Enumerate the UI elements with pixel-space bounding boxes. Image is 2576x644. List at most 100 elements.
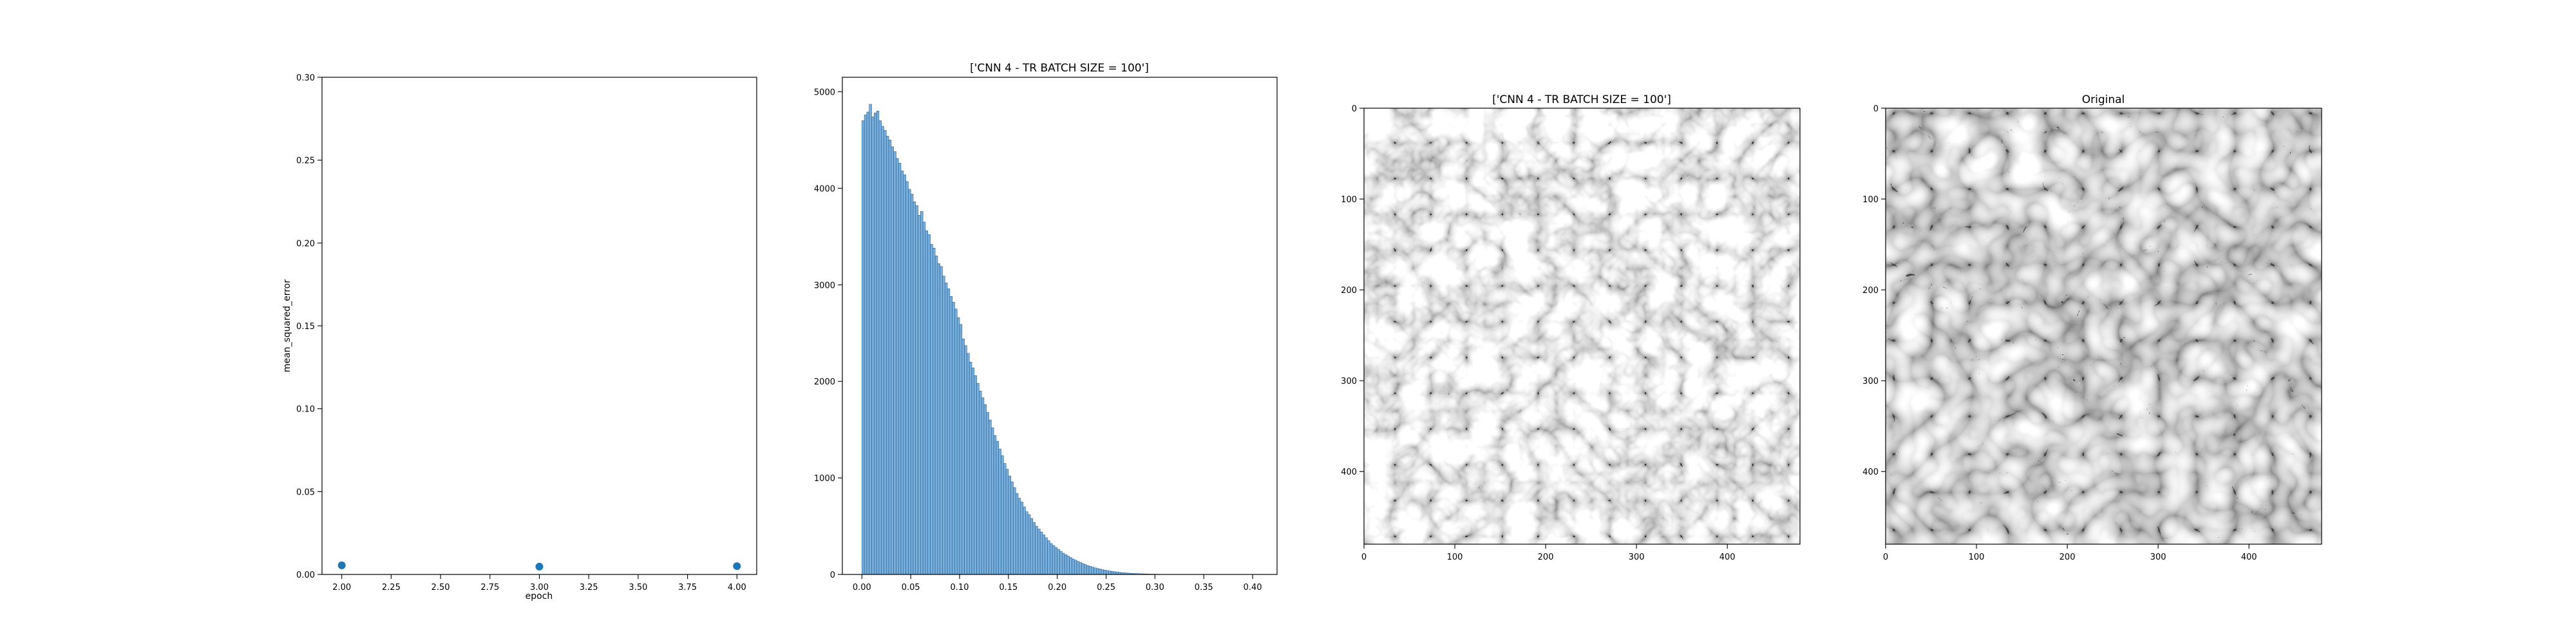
mse-y-ticks: 0.00 0.05 0.10 0.15 0.20 0.25 0.30 — [296, 73, 322, 580]
histogram-y-tick-label: 4000 — [814, 184, 835, 194]
histogram-bar — [986, 412, 989, 575]
histogram-bar — [1059, 551, 1063, 575]
histogram-bar — [1091, 567, 1094, 575]
histogram-bar — [954, 308, 958, 575]
mse-x-axis-label: epoch — [526, 591, 553, 601]
histogram-bar — [925, 231, 929, 575]
histogram-bar — [866, 111, 870, 575]
original-x-tick-label: 100 — [1969, 553, 1985, 562]
histogram-bar — [888, 140, 892, 575]
histogram-bar — [1110, 571, 1114, 575]
histogram-bar — [1050, 543, 1053, 575]
histogram-bar — [998, 448, 1001, 575]
mse-data-point — [733, 562, 741, 571]
histogram-x-tick-label: 0.10 — [951, 583, 969, 592]
histogram-bar — [971, 367, 975, 575]
histogram-bar — [869, 104, 872, 575]
histogram-bar — [1094, 567, 1097, 575]
predicted-granulation-image — [1364, 108, 1800, 544]
histogram-bar — [922, 222, 926, 575]
original-x-tick-label: 200 — [2060, 553, 2076, 562]
histogram-bar — [1039, 531, 1043, 575]
mse-x-tick-label: 4.00 — [728, 583, 746, 592]
mse-y-tick-label: 0.05 — [296, 488, 315, 497]
predicted-y-tick-label: 400 — [1341, 468, 1357, 477]
mse-y-tick-label: 0.15 — [296, 322, 315, 332]
original-granulation-image — [1886, 108, 2322, 544]
histogram-bars — [862, 104, 1168, 575]
histogram-bar — [873, 113, 877, 575]
histogram-bar — [947, 288, 951, 575]
histogram-bar — [934, 256, 938, 575]
predicted-x-tick-label: 100 — [1447, 553, 1463, 562]
histogram-bar — [974, 375, 977, 575]
histogram-y-tick-label: 0 — [830, 571, 835, 580]
histogram-x-tick-label: 0.15 — [999, 583, 1018, 592]
histogram-bar — [1086, 565, 1090, 575]
histogram-bar — [871, 117, 875, 575]
histogram-x-tick-label: 0.40 — [1244, 583, 1262, 592]
histogram-bar — [1045, 537, 1048, 575]
histogram-bar — [1037, 529, 1041, 575]
histogram-x-tick-label: 0.30 — [1146, 583, 1164, 592]
histogram-bar — [961, 338, 965, 575]
histogram-bar — [886, 136, 889, 575]
histogram-frame — [842, 77, 1278, 575]
histogram-y-tick-label: 2000 — [814, 377, 835, 387]
error-histogram-panel: 0.00 0.05 0.10 0.15 0.20 0.25 0.30 0.35 0.40 0 10… — [814, 62, 1278, 592]
histogram-bar — [1066, 556, 1070, 575]
mse-x-tick-label: 3.00 — [530, 583, 549, 592]
histogram-bar — [967, 353, 970, 575]
predicted-y-tick-label: 100 — [1341, 195, 1357, 205]
predicted-image-frame — [1363, 108, 1801, 545]
histogram-bar — [930, 244, 933, 575]
histogram-y-ticks: 0 1000 2000 3000 4000 5000 — [814, 88, 842, 580]
predicted-x-ticks: 0 100 200 300 400 — [1361, 544, 1736, 562]
histogram-bar — [942, 276, 945, 575]
histogram-bar — [898, 163, 902, 575]
histogram-bar — [969, 361, 972, 575]
mse-y-tick-label: 0.25 — [296, 156, 315, 166]
histogram-bar — [952, 301, 955, 575]
histogram-bar — [891, 146, 894, 575]
histogram-x-tick-label: 0.20 — [1048, 583, 1066, 592]
histogram-bar — [937, 263, 940, 575]
histogram-bar — [1030, 518, 1034, 575]
histogram-bar — [1047, 540, 1050, 575]
original-image-title: Original — [2082, 93, 2125, 106]
histogram-y-tick-label: 5000 — [814, 88, 835, 97]
original-x-ticks: 0 100 200 300 400 — [1883, 544, 2257, 562]
histogram-bar — [918, 215, 921, 575]
original-image-frame — [1885, 108, 2322, 545]
mse-x-tick-label: 2.00 — [332, 583, 351, 592]
predicted-y-ticks: 0 100 200 300 400 — [1341, 104, 1364, 477]
histogram-bar — [1003, 463, 1007, 575]
original-y-tick-label: 100 — [1862, 195, 1879, 205]
histogram-bar — [1088, 566, 1092, 575]
histogram-bar — [1054, 547, 1058, 575]
histogram-bar — [1032, 522, 1036, 575]
histogram-bar — [905, 181, 909, 575]
histogram-bar — [964, 345, 967, 575]
histogram-bar — [913, 202, 916, 575]
mse-plot-frame — [321, 77, 757, 575]
mse-points — [337, 561, 741, 571]
original-y-tick-label: 200 — [1862, 286, 1879, 296]
mse-x-tick-label: 2.75 — [480, 583, 499, 592]
predicted-x-tick-label: 300 — [1629, 553, 1645, 562]
histogram-bar — [976, 383, 980, 575]
histogram-bar — [940, 266, 943, 575]
histogram-bar — [949, 296, 952, 575]
histogram-bar — [1035, 526, 1038, 575]
histogram-bar — [1069, 557, 1072, 575]
predicted-y-tick-label: 200 — [1341, 286, 1357, 296]
mse-scatter-panel: 2.00 2.25 2.50 2.75 3.00 3.25 3.50 3.75 4.00 0.0… — [282, 73, 757, 601]
histogram-bar — [1057, 549, 1060, 575]
histogram-bar — [1018, 498, 1021, 575]
predicted-x-tick-label: 400 — [1719, 553, 1736, 562]
histogram-bar — [878, 120, 882, 575]
predicted-image-title: ['CNN 4 - TR BATCH SIZE = 100'] — [1492, 93, 1671, 106]
histogram-bar — [1025, 511, 1028, 575]
histogram-x-tick-label: 0.05 — [902, 583, 920, 592]
mse-x-tick-label: 2.50 — [431, 583, 450, 592]
